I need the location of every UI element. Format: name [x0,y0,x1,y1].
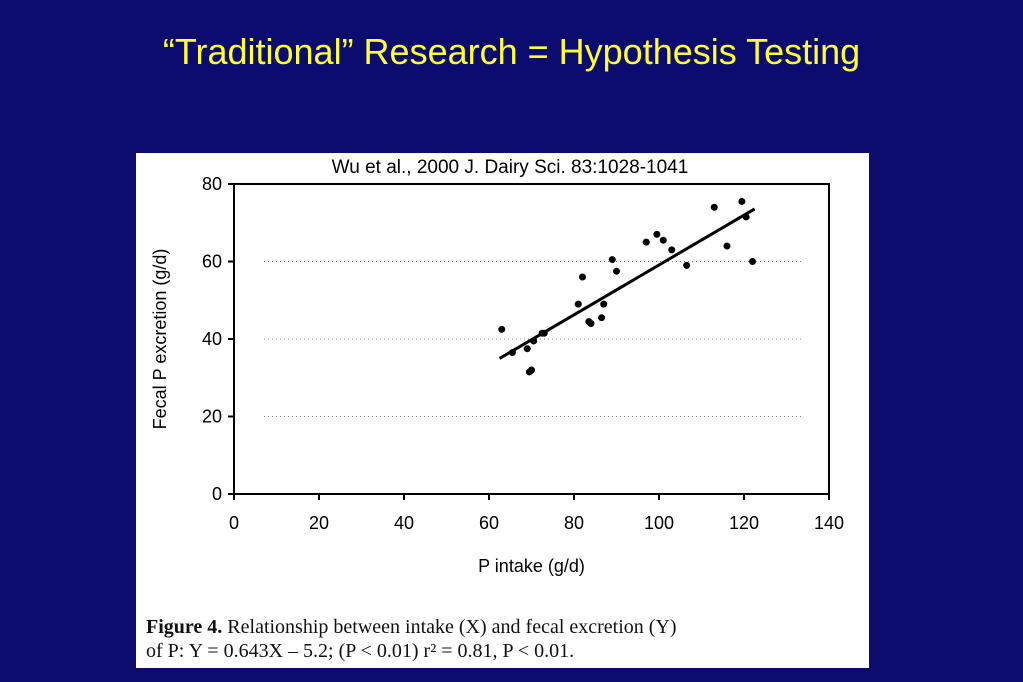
data-point [738,197,746,205]
data-point [723,242,731,250]
data-point [587,320,595,327]
x-tick-label: 60 [479,513,499,533]
data-point [508,349,516,357]
y-tick-label: 0 [212,484,222,504]
x-axis-label: P intake (g/d) [478,556,585,576]
data-point [540,329,548,337]
citation: Wu et al., 2000 J. Dairy Sci. 83:1028-10… [331,157,689,178]
y-tick-label: 80 [202,174,222,194]
data-point [668,246,676,254]
slide-title: “Traditional” Research = Hypothesis Test… [162,31,861,72]
regression-line [498,207,756,360]
x-tick-label: 0 [229,513,239,533]
data-point [613,267,620,275]
caption-lead: Figure 4. [146,616,223,638]
x-axis: 0 20 40 60 80 100 120 140 [229,494,844,533]
data-point [653,230,661,238]
data-point [642,238,650,246]
data-point [498,325,506,333]
data-point [608,256,616,264]
caption-line1: Relationship between intake (X) and feca… [222,616,677,638]
x-tick-label: 80 [564,513,584,533]
data-point [742,213,750,221]
x-tick-label: 40 [394,513,414,533]
data-point [600,300,608,308]
data-point [749,258,756,265]
y-axis-label: Fecal P excretion (g/d) [150,249,170,430]
data-point [574,300,582,308]
data-point [530,337,538,345]
y-tick-label: 40 [202,329,222,349]
figure-panel: Wu et al., 2000 J. Dairy Sci. 83:1028-10… [136,153,869,668]
data-point [683,261,691,269]
data-point [710,203,718,211]
y-axis: 0 20 40 60 80 [202,174,234,504]
data-point [659,236,667,244]
data-point [528,366,535,374]
x-tick-label: 120 [729,513,759,533]
data-point [579,273,586,281]
figure-caption: Figure 4. Relationship between intake (X… [146,615,861,663]
x-tick-label: 100 [644,513,674,533]
caption-line2: of P: Y = 0.643X – 5.2; (P < 0.01) r² = … [146,640,575,662]
y-tick-label: 20 [202,407,222,427]
data-point [598,314,606,322]
scatter-chart: 0 20 40 60 80 0 20 40 60 80 100 120 140 P intake (g… [150,174,844,576]
y-tick-label: 60 [202,252,222,272]
data-point [523,345,531,353]
data-points [498,197,756,376]
x-tick-label: 20 [309,513,329,533]
x-tick-label: 140 [814,513,844,533]
